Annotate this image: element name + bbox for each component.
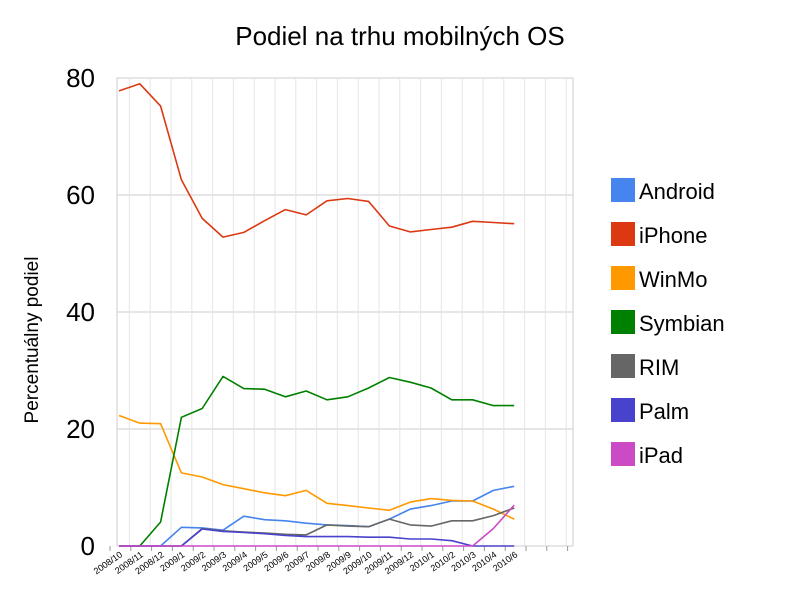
series-line-iphone	[118, 83, 515, 238]
plot-area: 0204060802008/102008/112008/122009/12009…	[66, 63, 574, 576]
series-line-winmo	[118, 414, 515, 520]
y-tick-label: 20	[66, 414, 95, 444]
legend-label: Symbian	[639, 311, 725, 336]
y-tick-label: 40	[66, 297, 95, 327]
legend-swatch	[611, 398, 635, 422]
legend-swatch	[611, 310, 635, 334]
legend-label: WinMo	[639, 267, 707, 292]
legend-label: iPhone	[639, 223, 708, 248]
legend-label: Palm	[639, 399, 689, 424]
y-tick-label: 60	[66, 180, 95, 210]
legend-swatch	[611, 222, 635, 246]
series-line-symbian	[119, 375, 515, 547]
legend-swatch	[611, 178, 635, 202]
y-tick-label: 0	[81, 531, 95, 561]
legend-swatch	[611, 354, 635, 378]
series-line-palm	[119, 528, 515, 547]
chart-title: Podiel na trhu mobilných OS	[235, 21, 565, 51]
y-axis-label: Percentuálny podiel	[22, 257, 43, 424]
legend-label: Android	[639, 179, 715, 204]
legend: Android iPhone WinMo Symbian RIM Palm iPad	[611, 178, 725, 468]
legend-swatch	[611, 442, 635, 466]
legend-label: iPad	[639, 443, 683, 468]
series-line-ipad	[119, 504, 515, 547]
series-line-android	[119, 485, 515, 547]
y-tick-label: 80	[66, 63, 95, 93]
legend-swatch	[611, 266, 635, 290]
legend-label: RIM	[639, 355, 679, 380]
